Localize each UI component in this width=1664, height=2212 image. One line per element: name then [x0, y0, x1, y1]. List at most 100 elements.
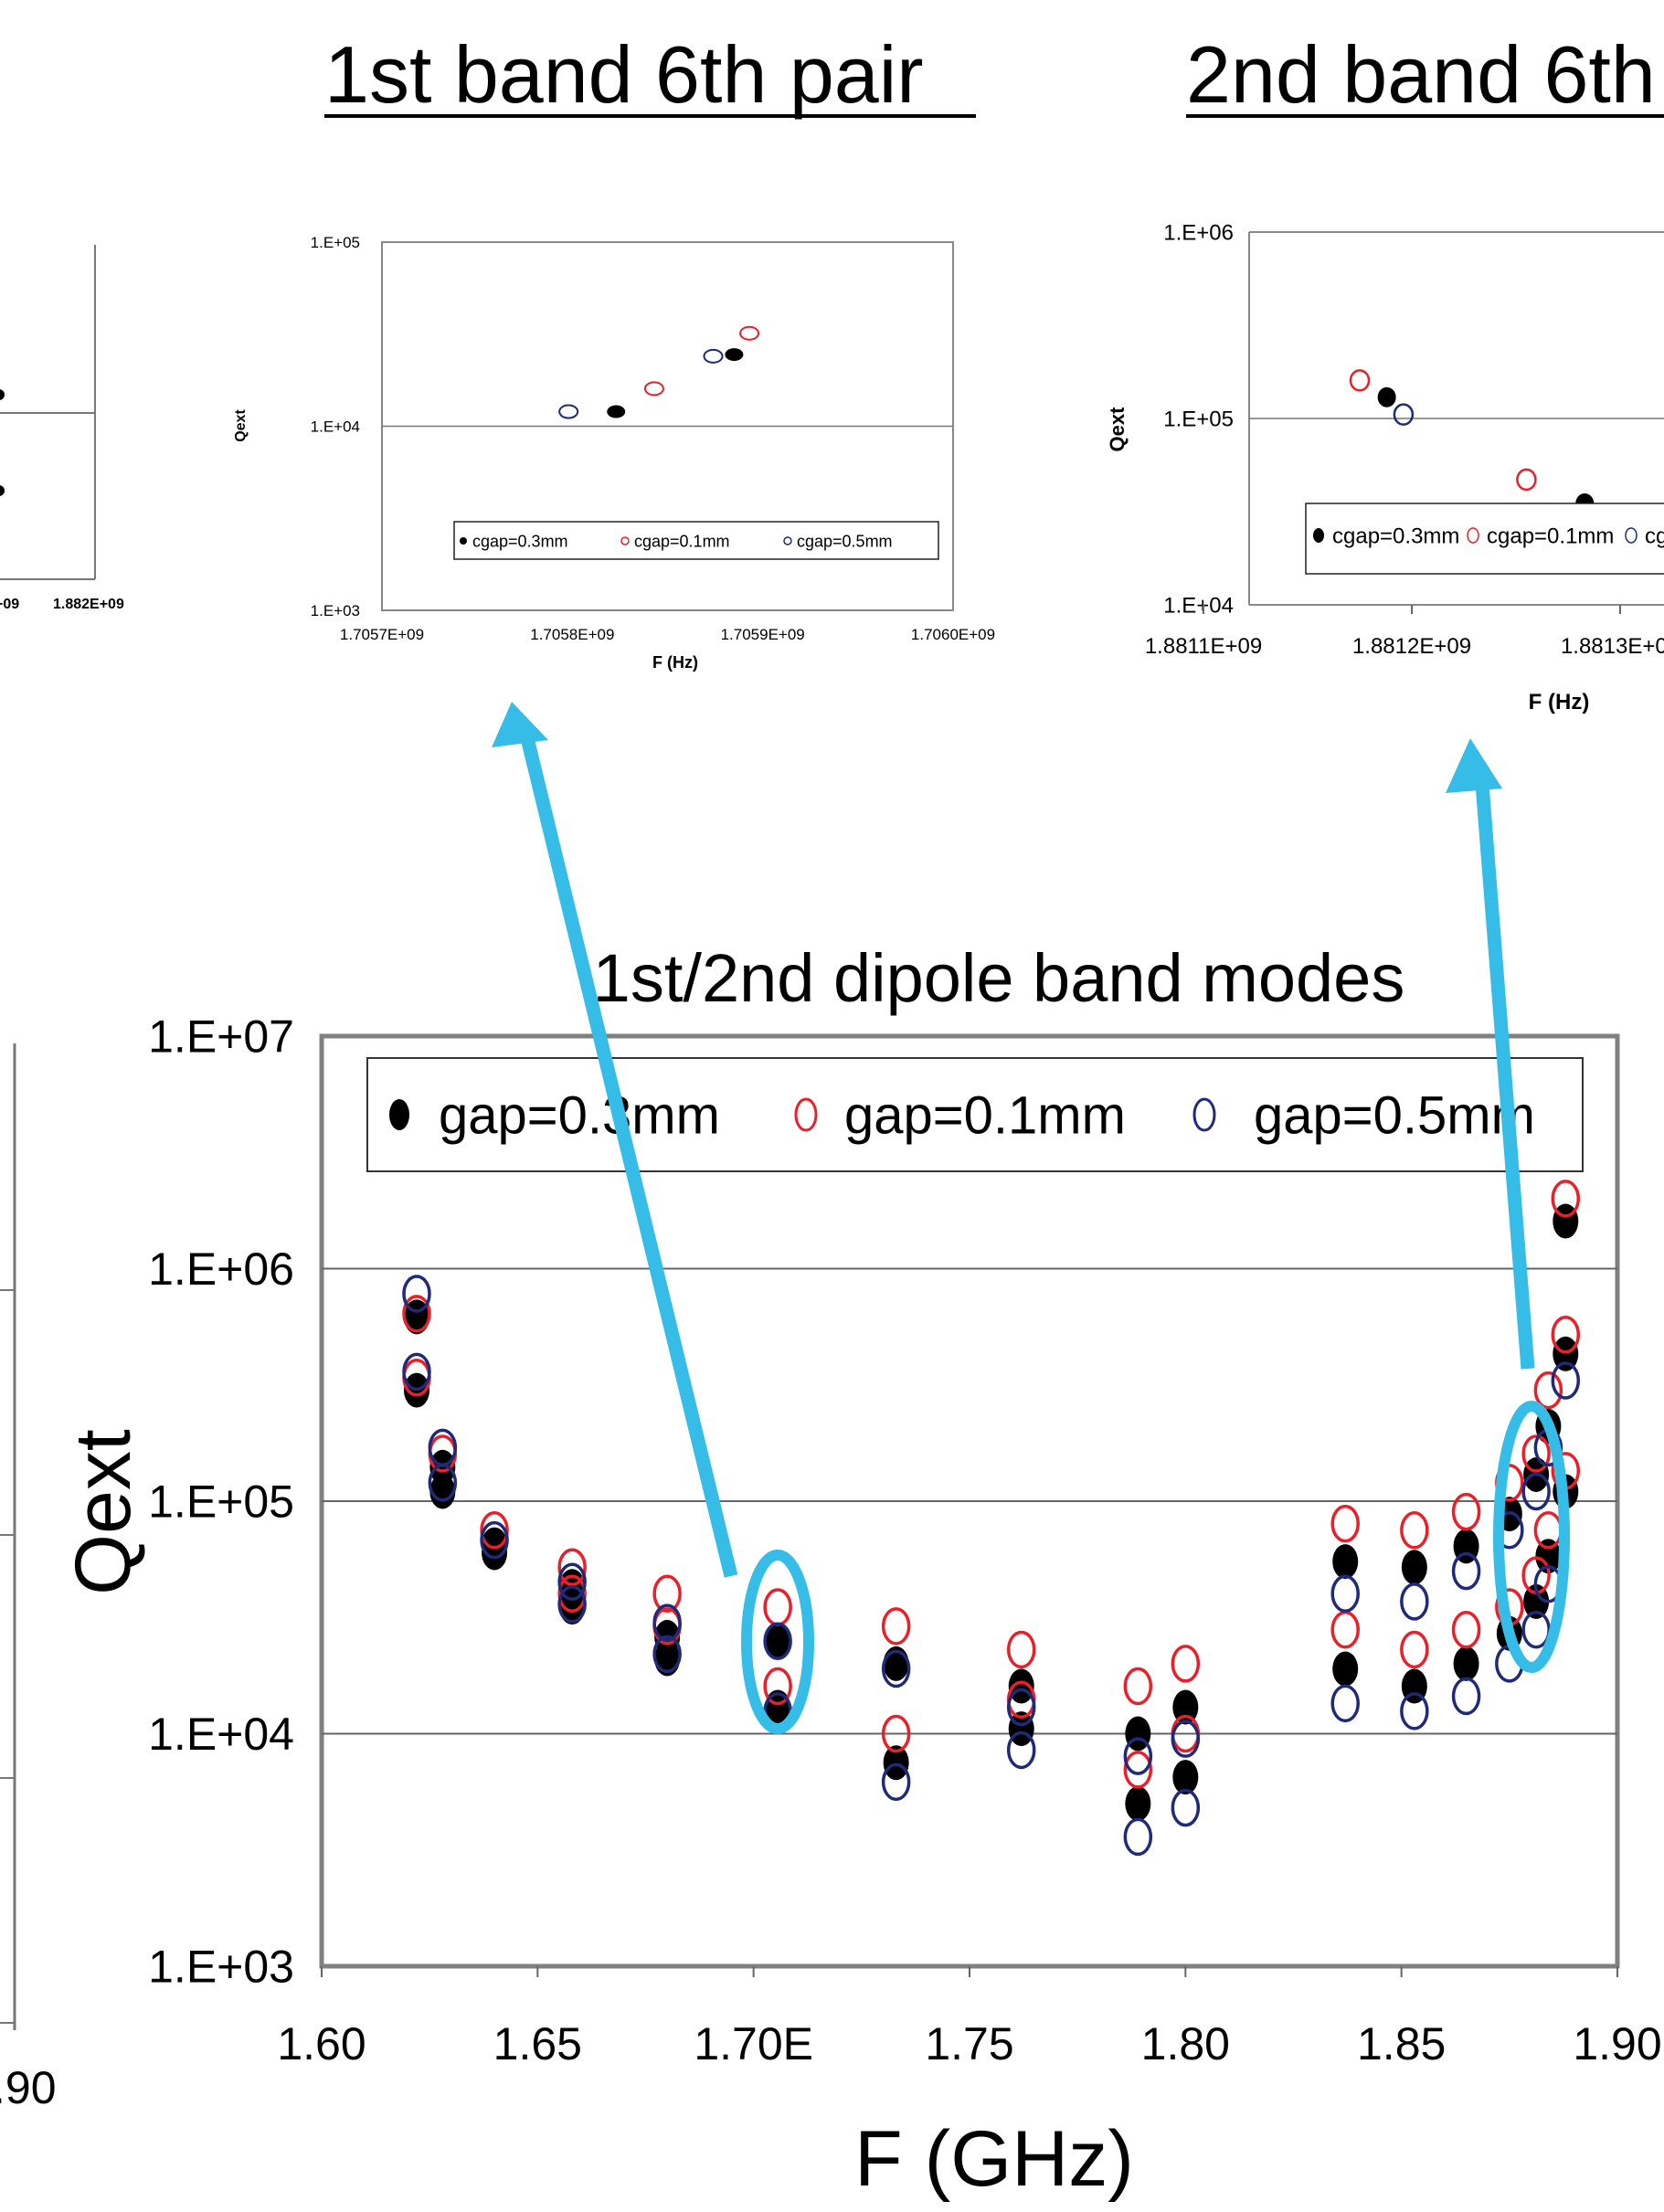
data-point	[703, 348, 724, 364]
data-point	[1125, 1786, 1151, 1822]
data-point	[765, 1624, 791, 1659]
legend-marker	[460, 537, 467, 545]
y-tick-label: 1.E+07	[148, 1011, 294, 1063]
x-axis-title: F (Hz)	[652, 653, 698, 672]
data-point	[1123, 1817, 1153, 1857]
data-point	[652, 1603, 682, 1642]
highlights	[741, 1401, 1570, 1734]
y-axis-title: Qext	[59, 1429, 147, 1595]
arrow-to-right-inset-head	[1446, 738, 1502, 793]
data-point	[428, 1464, 458, 1502]
inset-chart-1st-band: 1.E+031.E+041.E+05 1.7057E+09 1.7058E+09 1…	[233, 234, 995, 672]
legend: gap=0.3mm gap=0.1mm gap=0.5mm	[366, 1057, 1584, 1172]
x-axis-title: F (GHz)	[854, 2115, 1134, 2203]
legend-marker	[1467, 527, 1479, 544]
data-point	[1393, 403, 1415, 426]
y-tick-label: 1.E+05	[148, 1476, 294, 1528]
y-axis-title: Qext	[233, 409, 249, 442]
data-point	[1377, 386, 1396, 407]
legend-marker	[1625, 527, 1638, 544]
data-point	[429, 1474, 456, 1509]
data-point	[1332, 1544, 1359, 1580]
x-tick-label: 1.90	[1573, 2018, 1661, 2069]
data-points	[558, 325, 760, 419]
legend-marker	[620, 536, 630, 545]
legend: cgap=0.3mm cgap=0.1mm cgap=0.5mm	[453, 521, 939, 560]
data-point	[1171, 1720, 1201, 1758]
legend: cgap=0.3mm cgap=0.1mm cgap=0.5mm	[1305, 503, 1664, 575]
legend-label: cgap=0.3mm	[1332, 524, 1459, 548]
highlight-ellipse-1st-band	[741, 1550, 814, 1734]
legend-marker	[794, 1097, 818, 1132]
left-fragment-top: +09 1.882E+09	[0, 245, 124, 612]
x-tick-label: 1.75	[925, 2018, 1013, 2069]
left-fragment-bottom: .90	[0, 1043, 57, 2113]
data-point	[557, 1574, 587, 1614]
headings: 1st band 6th pair 2nd band 6th pair	[324, 29, 1664, 120]
data-point	[480, 1511, 509, 1550]
data-point	[557, 1548, 587, 1587]
data-point	[1551, 1361, 1581, 1400]
data-point	[1516, 468, 1537, 492]
x-tick-label: 1.70E	[694, 2018, 813, 2069]
y-tick-label: 1.E+04	[148, 1709, 294, 1760]
data-point	[652, 1574, 682, 1614]
x-tick-labels: 1.8811E+09 1.8812E+09 1.8813E+09	[1145, 605, 1664, 659]
inset-chart-2nd-band: 1.E+041.E+051.E+06 1.8811E+09 1.8812E+09 1…	[1106, 220, 1664, 714]
x-tick-labels: 1.7057E+09 1.7058E+09 1.7059E+09 1.7060E+09	[340, 626, 995, 643]
y-axis-title: Qext	[1106, 407, 1129, 452]
data-point	[1172, 1689, 1199, 1725]
legend-label: cgap=0.1mm	[1487, 524, 1614, 548]
legend-label: gap=0.3mm	[439, 1085, 720, 1145]
data-point	[607, 405, 626, 418]
data-point	[883, 1745, 909, 1781]
x-tick-label: 1.8811E+09	[1145, 634, 1262, 659]
x-tick-label: 1.7059E+09	[721, 626, 805, 643]
arrows	[492, 702, 1535, 1578]
data-point	[480, 1520, 509, 1560]
legend-label: cgap=0.5mm	[797, 532, 893, 550]
data-point	[1451, 1677, 1481, 1716]
legend-marker	[1313, 528, 1324, 543]
legend-box	[1305, 503, 1664, 575]
data-point	[881, 1762, 911, 1802]
fragment-tick-label: +09	[0, 597, 19, 612]
data-point	[1008, 1711, 1034, 1747]
y-tick-labels: 1.E+04 1.E+05 1.E+06	[1163, 220, 1234, 618]
data-point	[763, 1622, 792, 1660]
heading-right: 2nd band 6th pair	[1186, 29, 1664, 120]
x-axis-title: F (Hz)	[1529, 690, 1590, 714]
data-point	[1453, 1646, 1479, 1681]
data-points	[1349, 369, 1595, 514]
data-point	[402, 1275, 431, 1313]
data-point	[1551, 1180, 1581, 1218]
data-point	[1553, 1336, 1579, 1371]
y-tick-label: 1.E+04	[1163, 593, 1234, 618]
data-point	[763, 1667, 792, 1706]
data-point	[1400, 1692, 1429, 1730]
data-point	[429, 1449, 456, 1485]
data-point	[1172, 1760, 1199, 1795]
legend-items: cgap=0.3mm cgap=0.1mm cgap=0.5mm	[460, 532, 893, 550]
x-tick-label: 1.7060E+09	[911, 626, 995, 643]
data-point	[557, 1562, 587, 1602]
data-point	[881, 1607, 911, 1646]
gridlines	[322, 1267, 1617, 1735]
fragment-point	[0, 485, 5, 496]
data-point	[1330, 1574, 1360, 1614]
data-point	[1123, 1667, 1153, 1706]
data-point	[1123, 1737, 1153, 1775]
data-point	[739, 325, 760, 341]
arrow-to-right-inset-shaft	[1475, 783, 1535, 1370]
y-tick-label: 1.E+03	[311, 602, 360, 619]
data-point	[1006, 1730, 1036, 1770]
fragment-tick-label: 1.882E+09	[53, 597, 124, 612]
legend-items: gap=0.3mm gap=0.1mm gap=0.5mm	[389, 1085, 1535, 1145]
data-point	[1008, 1668, 1034, 1704]
data-point	[1171, 1788, 1201, 1827]
arrow-to-left-inset-head	[492, 702, 548, 747]
data-point	[1401, 1550, 1427, 1585]
fragment-point	[0, 389, 5, 400]
data-point	[1521, 1472, 1551, 1511]
